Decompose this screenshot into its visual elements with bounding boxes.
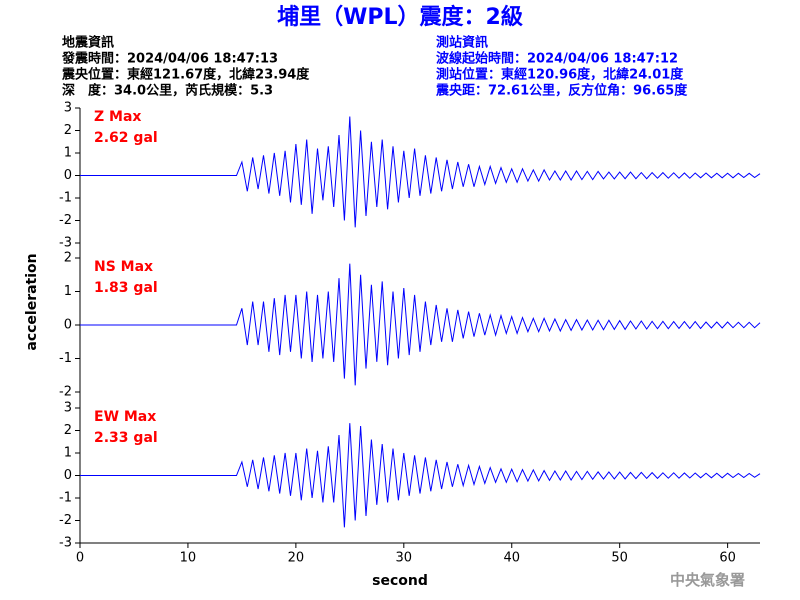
info-line: 測站資訊 (436, 35, 488, 51)
x-axis-label: second (372, 573, 428, 589)
y-tick-label: 2 (64, 251, 72, 266)
y-tick-label: -1 (59, 351, 72, 366)
annotation: EW Max (94, 409, 156, 425)
annotation: NS Max (94, 259, 153, 275)
y-tick-label: -2 (59, 213, 72, 228)
info-line: 測站位置：東經120.96度，北緯24.01度 (436, 67, 684, 83)
y-tick-label: 2 (64, 423, 72, 438)
waveform (80, 263, 761, 386)
x-tick-label: 30 (396, 551, 413, 566)
x-tick-label: 60 (719, 551, 736, 566)
y-tick-label: -2 (59, 385, 72, 400)
y-tick-label: 2 (64, 123, 72, 138)
annotation: Z Max (94, 109, 141, 125)
x-tick-label: 0 (76, 551, 84, 566)
y-tick-label: 3 (64, 101, 72, 116)
x-tick-label: 10 (180, 551, 197, 566)
y-tick-label: -3 (59, 236, 72, 251)
y-tick-label: 0 (64, 468, 72, 483)
waveform (80, 423, 761, 528)
y-tick-label: 1 (64, 446, 72, 461)
y-tick-label: -1 (59, 191, 72, 206)
waveform (80, 116, 761, 228)
y-tick-label: 1 (64, 146, 72, 161)
info-line: 地震資訊 (62, 35, 114, 51)
x-tick-label: 40 (503, 551, 520, 566)
annotation: 2.62 gal (94, 130, 158, 146)
info-line: 發震時間：2024/04/06 18:47:13 (61, 51, 278, 67)
info-line: 深 度：34.0公里，芮氏規模：5.3 (62, 83, 273, 99)
y-tick-label: 0 (64, 168, 72, 183)
y-tick-label: 1 (64, 284, 72, 299)
annotation: 1.83 gal (94, 280, 158, 296)
y-tick-label: 3 (64, 401, 72, 416)
x-tick-label: 50 (611, 551, 628, 566)
watermark: 中央氣象署 (670, 571, 745, 589)
annotation: 2.33 gal (94, 430, 158, 446)
info-line: 震央距：72.61公里，反方位角：96.65度 (435, 83, 688, 99)
y-tick-label: -1 (59, 491, 72, 506)
title: 埔里（WPL）震度：2級 (277, 4, 523, 30)
y-tick-label: -3 (59, 536, 72, 551)
info-line: 波線起始時間：2024/04/06 18:47:12 (436, 51, 678, 67)
y-tick-label: -2 (59, 513, 72, 528)
y-axis-label: acceleration (24, 253, 40, 350)
y-tick-label: 0 (64, 318, 72, 333)
x-tick-label: 20 (288, 551, 305, 566)
info-line: 震央位置：東經121.67度，北緯23.94度 (61, 67, 310, 83)
